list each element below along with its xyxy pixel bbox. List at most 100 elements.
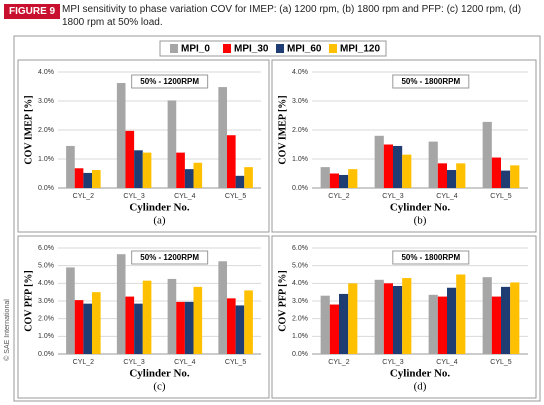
- x-tick-label: CYL_2: [73, 193, 95, 200]
- y-tick-label: 3.0%: [292, 98, 308, 105]
- y-tick-label: 4.0%: [292, 280, 308, 287]
- bar: [92, 292, 101, 354]
- bar: [167, 278, 177, 354]
- bar: [428, 294, 438, 354]
- bar: [134, 303, 143, 354]
- y-tick-label: 3.0%: [292, 298, 308, 305]
- bar: [348, 169, 358, 188]
- y-tick-label: 4.0%: [38, 69, 54, 76]
- bar: [501, 170, 511, 188]
- y-axis-label: COV PFP [%]: [277, 270, 288, 331]
- x-tick-label: CYL_3: [123, 359, 145, 366]
- y-tick-label: 4.0%: [38, 280, 54, 287]
- bar: [176, 301, 185, 354]
- bar: [83, 172, 93, 188]
- bar: [329, 173, 339, 188]
- chart-frame: [17, 59, 270, 233]
- bar: [226, 298, 236, 354]
- y-tick-label: 3.0%: [38, 98, 54, 105]
- annotation-box: [131, 250, 209, 265]
- figure-label: FIGURE 9: [4, 4, 61, 19]
- copyright: © SAE International: [3, 299, 11, 361]
- x-tick-label: CYL_4: [436, 193, 458, 200]
- x-tick-label: CYL_5: [225, 359, 247, 366]
- outer-frame: [13, 35, 541, 402]
- x-tick-label: CYL_2: [328, 193, 350, 200]
- bar: [482, 277, 492, 354]
- panel-label: (b): [414, 215, 427, 227]
- annotation: 50% - 1800RPM: [401, 77, 460, 86]
- bar: [74, 168, 84, 188]
- bar: [491, 157, 501, 188]
- x-axis-label: Cylinder No.: [129, 368, 190, 380]
- annotation-box: [392, 74, 470, 89]
- y-tick-label: 0.0%: [292, 185, 308, 192]
- bar: [447, 287, 457, 354]
- panel-label: (a): [153, 215, 166, 227]
- bar: [83, 303, 93, 354]
- bar: [437, 296, 447, 354]
- x-tick-label: CYL_3: [382, 359, 404, 366]
- bar: [374, 279, 384, 354]
- bar: [383, 144, 393, 188]
- annotation: 50% - 1200RPM: [140, 77, 199, 86]
- bar: [66, 267, 75, 354]
- bar: [244, 167, 253, 188]
- bar: [142, 280, 152, 354]
- bar: [402, 278, 412, 354]
- caption: MPI sensitivity to phase variation COV f…: [62, 4, 522, 28]
- legend-label: MPI_0: [181, 44, 210, 55]
- bar: [491, 296, 501, 354]
- y-axis-label: COV IMEP [%]: [277, 95, 288, 164]
- x-axis-label: Cylinder No.: [390, 202, 451, 214]
- bar: [142, 152, 152, 188]
- chart-frame: [271, 235, 537, 399]
- y-tick-label: 0.0%: [38, 185, 54, 192]
- y-tick-label: 0.0%: [38, 351, 54, 358]
- y-tick-label: 5.0%: [292, 263, 308, 270]
- bar: [456, 163, 466, 188]
- bar: [437, 163, 447, 188]
- bar: [218, 261, 227, 354]
- y-tick-label: 4.0%: [292, 69, 308, 76]
- y-tick-label: 2.0%: [38, 127, 54, 134]
- chart-frame: [271, 59, 537, 233]
- x-tick-label: CYL_2: [73, 359, 95, 366]
- bar: [402, 154, 412, 188]
- legend-swatch: [170, 44, 178, 53]
- x-tick-label: CYL_5: [490, 193, 512, 200]
- legend-label: MPI_30: [234, 44, 269, 55]
- bar: [339, 174, 349, 188]
- y-tick-label: 6.0%: [38, 245, 54, 252]
- legend-swatch: [223, 44, 231, 53]
- panel-label: (d): [414, 381, 427, 393]
- bar: [184, 169, 194, 188]
- bar: [348, 283, 358, 354]
- bar: [226, 135, 236, 188]
- chart-frame: [17, 235, 270, 399]
- bar: [193, 286, 203, 354]
- bar: [510, 165, 520, 188]
- bar: [184, 301, 194, 354]
- y-tick-label: 3.0%: [38, 298, 54, 305]
- y-tick-label: 1.0%: [38, 156, 54, 163]
- y-tick-label: 0.0%: [292, 351, 308, 358]
- bar: [501, 286, 511, 354]
- bar: [66, 145, 75, 188]
- y-tick-label: 2.0%: [38, 316, 54, 323]
- bar: [428, 141, 438, 188]
- x-tick-label: CYL_4: [436, 359, 458, 366]
- bar: [482, 121, 492, 188]
- legend-label: MPI_120: [340, 44, 380, 55]
- bar: [393, 285, 403, 354]
- x-tick-label: CYL_5: [490, 359, 512, 366]
- annotation-box: [131, 74, 209, 89]
- bar: [320, 167, 330, 188]
- bar: [393, 145, 403, 188]
- bar: [92, 170, 101, 188]
- y-tick-label: 2.0%: [292, 316, 308, 323]
- y-tick-label: 2.0%: [292, 127, 308, 134]
- x-tick-label: CYL_4: [174, 193, 196, 200]
